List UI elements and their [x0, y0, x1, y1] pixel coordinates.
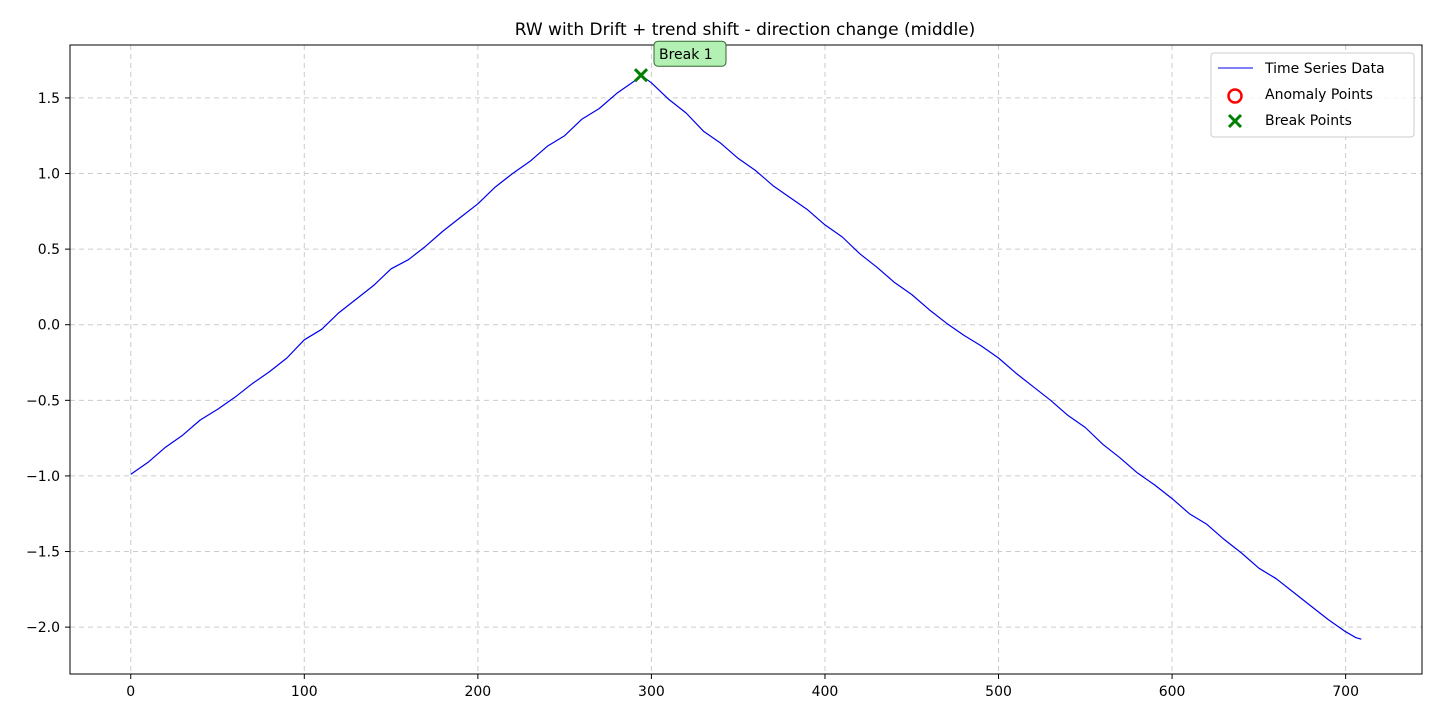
- y-tick-label: 1.5: [38, 91, 60, 107]
- x-tick-label: 400: [812, 684, 839, 700]
- plot-area: [130, 74, 1362, 640]
- x-tick-label: 100: [291, 684, 318, 700]
- y-tick-label: 0.5: [38, 242, 60, 258]
- y-tick-label: −2.0: [26, 620, 60, 636]
- break-label: Break 1: [659, 47, 713, 63]
- legend-box: [1210, 52, 1415, 138]
- break-label-box: [653, 40, 727, 67]
- y-axis: −2.0 −1.5 −1.0 −0.5 0.0 0.5 1.0 1.5: [26, 91, 70, 636]
- x-axis: 0 100 200 300 400 500 600 700: [126, 674, 1359, 700]
- x-tick-label: 200: [464, 684, 491, 700]
- y-tick-label: 1.0: [38, 167, 60, 183]
- legend-label-anomaly: Anomaly Points: [1265, 87, 1373, 103]
- grid: [70, 45, 1422, 674]
- x-tick-label: 700: [1332, 684, 1359, 700]
- y-tick-label: 0.0: [38, 318, 60, 334]
- x-tick-label: 600: [1159, 684, 1186, 700]
- legend-break-marker: [1227, 113, 1243, 129]
- legend-anomaly-marker: [1227, 88, 1243, 104]
- series-line: [130, 74, 1362, 640]
- break-point: [633, 68, 649, 83]
- x-tick-label: 500: [985, 684, 1012, 700]
- plot-frame: [69, 44, 1423, 675]
- x-tick-label: 300: [638, 684, 665, 700]
- chart-title: RW with Drift + trend shift - direction …: [515, 20, 976, 40]
- y-tick-label: −1.5: [26, 545, 60, 561]
- legend: Time Series Data Anomaly Points Break Po…: [1210, 52, 1415, 138]
- x-tick-label: 0: [126, 684, 135, 700]
- legend-label-series: Time Series Data: [1264, 61, 1385, 77]
- annotations: Break 1: [633, 40, 727, 83]
- legend-label-break: Break Points: [1265, 113, 1352, 129]
- y-tick-label: −1.0: [26, 469, 60, 485]
- y-tick-label: −0.5: [26, 393, 60, 409]
